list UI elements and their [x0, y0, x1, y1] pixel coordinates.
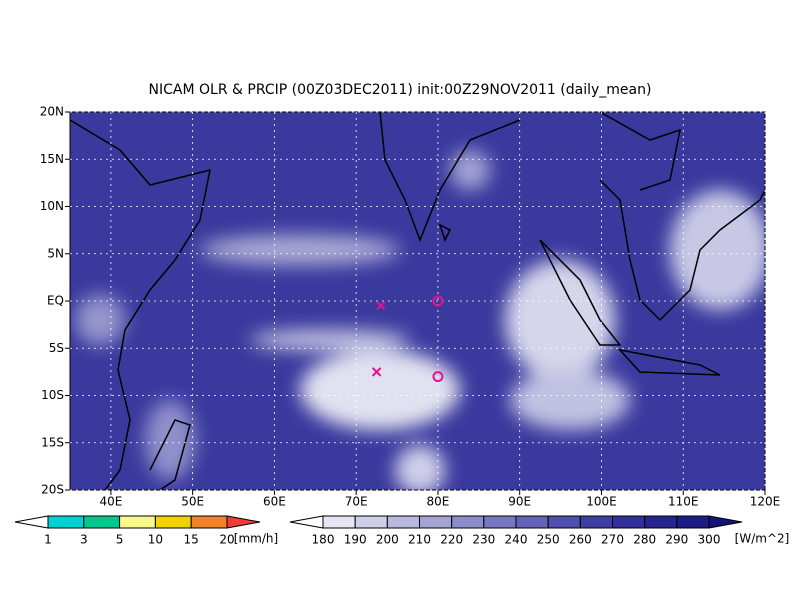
y-tick-label: 5S	[49, 341, 64, 355]
colorbar-triangle	[289, 515, 324, 529]
colorbar-box	[154, 515, 192, 529]
colorbar-box	[386, 515, 421, 529]
colorbar-label: 5	[116, 533, 124, 547]
colorbar-units: [mm/h]	[234, 532, 278, 546]
colorbar-label: 280	[633, 533, 656, 547]
y-tick-label: 15S	[41, 435, 64, 449]
colorbar-box	[515, 515, 549, 529]
x-tick-label: 70E	[345, 495, 368, 509]
colorbar-box	[47, 515, 85, 529]
colorbar-box	[547, 515, 581, 529]
colorbar-label: 200	[376, 533, 399, 547]
marker-cross	[371, 367, 382, 377]
colorbar-label: 240	[505, 533, 528, 547]
colorbar-box	[451, 515, 485, 529]
x-tick-label: 120E	[750, 495, 781, 509]
colorbar-label: 180	[312, 533, 335, 547]
y-tick-label: 5N	[47, 246, 64, 260]
colorbar-box	[354, 515, 388, 529]
x-tick-label: 50E	[181, 495, 204, 509]
colorbar-box	[644, 515, 678, 529]
colorbar-box	[419, 515, 453, 529]
y-tick-label: 15N	[40, 152, 64, 166]
colorbar-triangle	[708, 515, 743, 529]
y-tick-label: 10N	[40, 199, 64, 213]
x-tick-label: 110E	[668, 495, 699, 509]
colorbar-label: 15	[184, 533, 199, 547]
colorbar-label: 300	[698, 533, 721, 547]
marker-circle	[432, 295, 444, 307]
x-tick-label: 90E	[508, 495, 531, 509]
colorbar-label: 10	[148, 533, 163, 547]
colorbar-label: 270	[601, 533, 624, 547]
colorbar-label: 260	[569, 533, 592, 547]
x-tick-label: 80E	[427, 495, 450, 509]
colorbar-box	[322, 515, 356, 529]
colorbar-label: 3	[80, 533, 88, 547]
colorbar-label: 20	[219, 533, 234, 547]
colorbar-box	[579, 515, 613, 529]
colorbar-box	[612, 515, 646, 529]
colorbar-box	[119, 515, 156, 529]
y-tick-label: 10S	[41, 388, 64, 402]
marker-circle	[432, 371, 444, 383]
colorbar-label: 220	[440, 533, 463, 547]
y-tick-label: EQ	[47, 294, 64, 308]
colorbar-units: [W/m^2]	[735, 532, 790, 546]
colorbar-box	[676, 515, 710, 529]
colorbar-box	[190, 515, 228, 529]
x-tick-label: 60E	[263, 495, 286, 509]
marker-cross	[375, 301, 386, 311]
colorbar-label: 250	[537, 533, 560, 547]
y-tick-label: 20N	[40, 105, 64, 119]
map-title: NICAM OLR & PRCIP (00Z03DEC2011) init:00…	[149, 82, 652, 98]
colorbar-label: 290	[665, 533, 688, 547]
x-tick-label: 40E	[99, 495, 122, 509]
colorbar-label: 1	[44, 533, 52, 547]
colorbar-label: 210	[408, 533, 431, 547]
olr-field	[70, 112, 765, 490]
colorbar-label: 190	[344, 533, 367, 547]
colorbar-box	[83, 515, 121, 529]
colorbar-triangle	[14, 515, 49, 529]
y-tick-label: 20S	[41, 483, 64, 497]
colorbar-box	[483, 515, 517, 529]
x-tick-label: 100E	[586, 495, 617, 509]
colorbar-triangle	[226, 515, 261, 529]
colorbar-label: 230	[472, 533, 495, 547]
